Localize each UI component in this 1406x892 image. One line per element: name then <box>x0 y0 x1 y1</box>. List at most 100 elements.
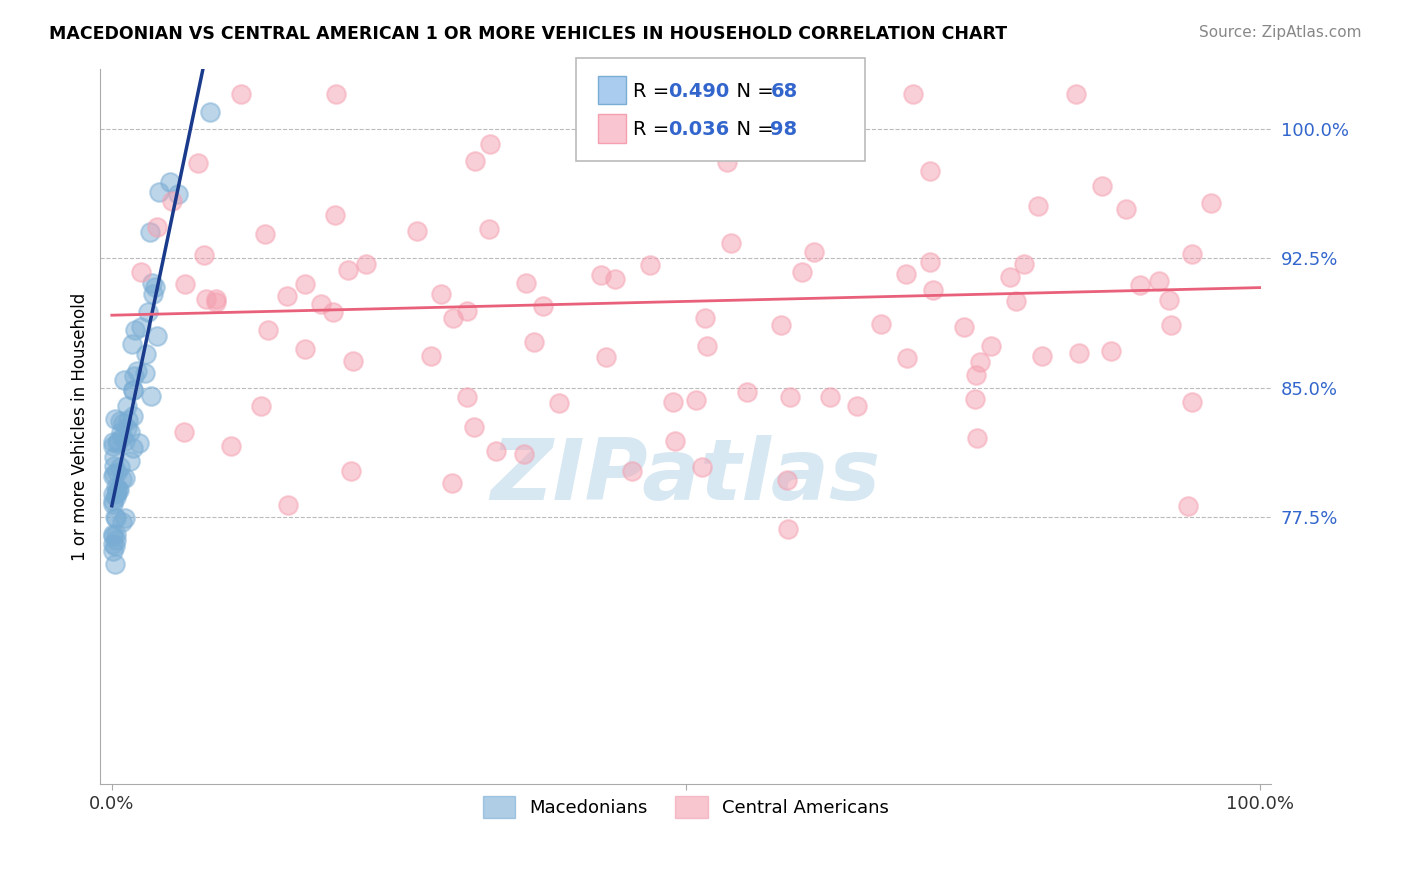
Text: MACEDONIAN VS CENTRAL AMERICAN 1 OR MORE VEHICLES IN HOUSEHOLD CORRELATION CHART: MACEDONIAN VS CENTRAL AMERICAN 1 OR MORE… <box>49 25 1007 43</box>
Point <box>112 373 135 387</box>
Point <box>193 247 215 261</box>
Point <box>1064 87 1087 102</box>
Point <box>918 255 941 269</box>
Point <box>685 392 707 407</box>
Point <box>463 420 485 434</box>
Point <box>1129 278 1152 293</box>
Point <box>112 416 135 430</box>
Point <box>456 304 478 318</box>
Point <box>105 491 128 505</box>
Point <box>129 320 152 334</box>
Point <box>1181 247 1204 261</box>
Point <box>342 354 364 368</box>
Point <box>103 467 125 481</box>
Point <box>1012 257 1035 271</box>
Text: N =: N = <box>724 120 780 139</box>
Text: R =: R = <box>633 120 675 139</box>
Point <box>870 318 893 332</box>
Point <box>1181 395 1204 409</box>
Point <box>134 366 156 380</box>
Point <box>118 425 141 439</box>
Point <box>464 153 486 168</box>
Point <box>101 529 124 543</box>
Point <box>1091 179 1114 194</box>
Point <box>531 299 554 313</box>
Point <box>478 222 501 236</box>
Point <box>998 270 1021 285</box>
Point <box>406 224 429 238</box>
Point <box>121 337 143 351</box>
Point <box>478 136 501 151</box>
Point <box>430 286 453 301</box>
Point <box>121 409 143 423</box>
Point <box>603 272 626 286</box>
Point <box>894 267 917 281</box>
Point <box>356 258 378 272</box>
Point <box>205 292 228 306</box>
Point <box>219 439 242 453</box>
Point <box>101 544 124 558</box>
Point <box>1028 198 1050 212</box>
Point <box>129 265 152 279</box>
Point <box>803 245 825 260</box>
Point <box>105 527 128 541</box>
Point <box>117 399 139 413</box>
Point <box>513 447 536 461</box>
Point <box>322 305 344 319</box>
Point <box>786 87 808 102</box>
Point <box>337 262 360 277</box>
Text: ZIPatlas: ZIPatlas <box>491 435 880 518</box>
Point <box>103 458 125 473</box>
Point <box>922 284 945 298</box>
Point <box>769 318 792 332</box>
Point <box>108 459 131 474</box>
Point <box>105 484 128 499</box>
Point <box>953 320 976 334</box>
Point <box>1159 293 1181 308</box>
Text: 0.036: 0.036 <box>668 120 730 139</box>
Point <box>194 292 217 306</box>
Point <box>167 187 190 202</box>
Point <box>779 390 801 404</box>
Point <box>250 399 273 413</box>
Point <box>111 430 134 444</box>
Point <box>174 277 197 291</box>
Point <box>110 415 132 429</box>
Point <box>419 349 441 363</box>
Point <box>187 155 209 169</box>
Point <box>115 421 138 435</box>
Point <box>121 384 143 398</box>
Point <box>114 434 136 448</box>
Point <box>309 297 332 311</box>
Point <box>920 164 942 178</box>
Point <box>638 258 661 272</box>
Point <box>693 310 716 325</box>
Point <box>456 390 478 404</box>
Point <box>1005 293 1028 308</box>
Point <box>1031 349 1053 363</box>
Point <box>103 497 125 511</box>
Point <box>515 276 537 290</box>
Point <box>716 155 738 169</box>
Point <box>104 558 127 572</box>
Point <box>776 522 799 536</box>
Point <box>720 235 742 250</box>
Point <box>1177 500 1199 514</box>
Point <box>107 434 129 448</box>
Point <box>114 470 136 484</box>
Point <box>589 268 612 282</box>
Point <box>104 411 127 425</box>
Point <box>141 276 163 290</box>
Point <box>173 425 195 439</box>
Point <box>105 480 128 494</box>
Point <box>124 323 146 337</box>
Text: N =: N = <box>724 82 780 102</box>
Point <box>818 390 841 404</box>
Point <box>122 369 145 384</box>
Point <box>1115 202 1137 216</box>
Point <box>1069 346 1091 360</box>
Point <box>231 87 253 102</box>
Legend: Macedonians, Central Americans: Macedonians, Central Americans <box>475 789 896 825</box>
Point <box>969 355 991 369</box>
Point <box>107 483 129 497</box>
